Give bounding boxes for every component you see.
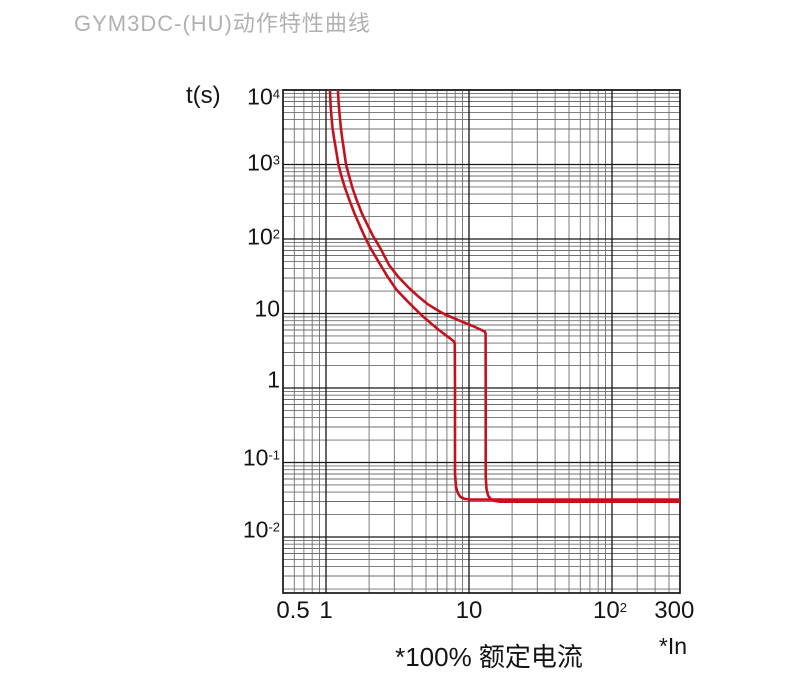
y-tick-label: 104 [247,83,280,110]
x-tick-label: 102 [593,597,627,624]
y-tick-label: 10 [254,295,280,321]
y-tick-label: 10-2 [242,516,280,543]
y-tick-label: 103 [247,149,280,175]
x-tick-label: 300 [654,597,695,624]
y-tick-label: 102 [247,223,280,250]
trip-curve-lower-limit [328,90,680,501]
y-axis-title: t(s) [186,82,221,109]
x-tick-label: 1 [319,597,333,624]
x-axis-unit-label: *In [658,633,688,659]
y-tick-label: 10-1 [242,444,280,470]
x-tick-label: 10 [455,597,483,624]
y-tick-label: 1 [267,366,280,393]
x-tick-label: 0.5 [276,597,310,624]
x-axis-caption: *100% 额定电流 [395,642,583,672]
trip-curve-upper-limit [336,90,680,503]
figure-title: GYM3DC-(HU)动作特性曲线 [74,11,371,36]
